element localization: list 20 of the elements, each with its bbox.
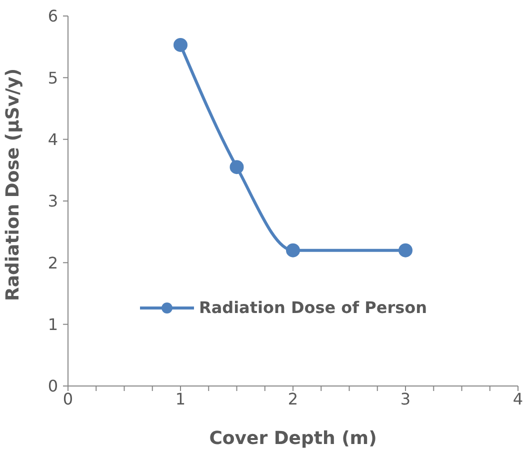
point [174,38,188,52]
x-tick-label: 3 [400,389,411,408]
legend: Radiation Dose of Person [140,298,428,317]
y-axis-title: Radiation Dose (μSv/y) [2,68,24,301]
point [398,243,412,258]
y-tick-label: 0 [48,376,58,396]
x-axis-title: Cover Depth (m) [209,428,377,449]
point [230,160,244,174]
y-tick-label: 4 [48,130,58,150]
x-tick-label: 4 [512,389,524,408]
y-tick-label: 6 [48,6,58,26]
y-tick-label: 1 [48,315,58,334]
x-tick-label: 2 [288,389,298,408]
point [286,243,300,258]
y-tick-label: 3 [48,192,58,211]
y-tick-label: 2 [48,253,58,272]
x-tick-label: 0 [62,389,74,408]
x-tick-label: 1 [175,389,186,408]
legend-label: Radiation Dose of Person [199,298,428,317]
y-tick-label: 5 [48,68,58,88]
